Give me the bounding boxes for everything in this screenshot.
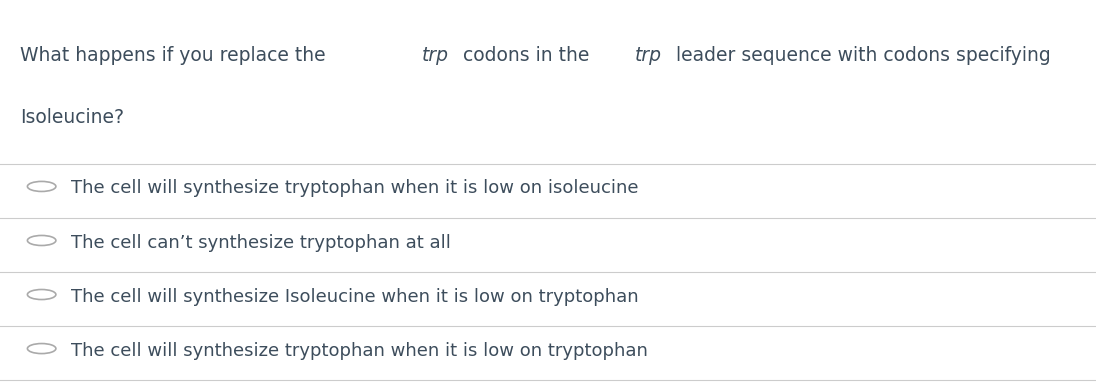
Text: The cell can’t synthesize tryptophan at all: The cell can’t synthesize tryptophan at … <box>71 234 452 252</box>
Text: codons in the: codons in the <box>457 46 595 65</box>
Text: The cell will synthesize tryptophan when it is low on isoleucine: The cell will synthesize tryptophan when… <box>71 179 639 198</box>
Text: leader sequence with codons specifying: leader sequence with codons specifying <box>670 46 1051 65</box>
Text: Isoleucine?: Isoleucine? <box>20 108 124 127</box>
Text: The cell will synthesize tryptophan when it is low on tryptophan: The cell will synthesize tryptophan when… <box>71 342 648 360</box>
Text: trp: trp <box>422 46 449 65</box>
Text: What happens if you replace the: What happens if you replace the <box>20 46 331 65</box>
Text: trp: trp <box>636 46 662 65</box>
Text: The cell will synthesize Isoleucine when it is low on tryptophan: The cell will synthesize Isoleucine when… <box>71 288 639 306</box>
